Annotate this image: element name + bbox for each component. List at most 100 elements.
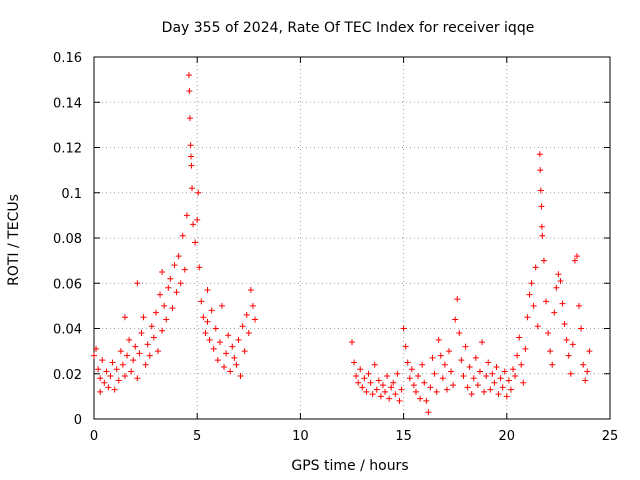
data-point — [462, 343, 469, 350]
data-point — [231, 354, 238, 361]
y-tick-label: 0.06 — [53, 277, 82, 292]
x-tick-label: 15 — [395, 429, 412, 444]
data-point — [121, 314, 128, 321]
data-point — [408, 366, 415, 373]
data-point — [551, 309, 558, 316]
data-point — [580, 361, 587, 368]
data-point — [97, 375, 104, 382]
data-point — [204, 318, 211, 325]
data-point — [450, 382, 457, 389]
data-point — [487, 386, 494, 393]
data-point — [200, 314, 207, 321]
data-point — [115, 377, 122, 384]
data-point — [91, 352, 97, 359]
data-point — [189, 185, 196, 192]
data-point — [406, 375, 413, 382]
data-point — [402, 343, 409, 350]
data-point — [103, 368, 110, 375]
data-point — [417, 395, 424, 402]
data-point — [194, 216, 201, 223]
data-point — [396, 397, 403, 404]
data-point — [537, 187, 544, 194]
data-point — [165, 284, 172, 291]
x-axis: 0 5 10 15 20 25 — [90, 57, 618, 444]
data-point — [195, 189, 202, 196]
data-point — [377, 393, 384, 400]
data-point — [526, 291, 533, 298]
data-point — [497, 375, 504, 382]
data-point — [567, 370, 574, 377]
data-point — [446, 348, 453, 355]
x-tick-label: 20 — [499, 429, 516, 444]
x-tick-label: 10 — [292, 429, 309, 444]
data-point — [423, 397, 430, 404]
data-point — [167, 275, 174, 282]
data-point — [188, 153, 195, 160]
data-point — [159, 268, 166, 275]
data-point — [111, 386, 118, 393]
data-point — [507, 386, 514, 393]
data-point — [454, 296, 461, 303]
data-point — [177, 280, 184, 287]
data-point — [192, 239, 199, 246]
data-point — [150, 334, 157, 341]
y-tick-label: 0.12 — [53, 142, 82, 157]
data-point — [516, 334, 523, 341]
data-point — [443, 386, 450, 393]
data-point — [157, 291, 164, 298]
data-point — [468, 391, 475, 398]
data-point — [159, 327, 166, 334]
data-point — [528, 280, 535, 287]
y-tick-label: 0 — [74, 413, 82, 428]
data-point — [503, 393, 510, 400]
data-point — [421, 379, 428, 386]
data-point — [501, 368, 508, 375]
data-point — [435, 336, 442, 343]
data-point — [97, 388, 104, 395]
chart-title: Day 355 of 2024, Rate Of TEC Index for r… — [162, 20, 535, 36]
data-point — [530, 302, 537, 309]
data-point — [479, 339, 486, 346]
data-point — [509, 366, 516, 373]
data-point — [227, 368, 234, 375]
data-point — [538, 223, 545, 230]
y-axis: 0 0.02 0.04 0.06 0.08 0.1 0.12 0.14 0.16 — [53, 51, 610, 428]
data-point — [109, 359, 116, 366]
data-point — [429, 354, 436, 361]
data-point — [561, 320, 568, 327]
data-point — [485, 359, 492, 366]
data-point — [243, 311, 250, 318]
data-point — [247, 287, 254, 294]
data-point — [543, 298, 550, 305]
data-point — [126, 336, 133, 343]
y-tick-label: 0.04 — [53, 323, 82, 338]
data-point — [101, 379, 108, 386]
plot-frame — [93, 56, 611, 420]
data-point — [154, 348, 161, 355]
data-point — [379, 382, 386, 389]
data-point — [439, 375, 446, 382]
data-point — [553, 284, 560, 291]
y-tick-label: 0.08 — [53, 232, 82, 247]
data-point — [505, 377, 512, 384]
data-point — [93, 345, 100, 352]
data-point — [95, 366, 102, 373]
data-point — [547, 348, 554, 355]
data-point — [99, 357, 106, 364]
data-point — [427, 384, 434, 391]
data-point — [390, 379, 397, 386]
data-point — [188, 162, 195, 169]
data-point — [491, 379, 498, 386]
data-point — [452, 316, 459, 323]
data-point — [518, 361, 525, 368]
data-point — [559, 300, 566, 307]
data-point — [196, 264, 203, 271]
data-point — [382, 388, 389, 395]
data-point — [410, 382, 417, 389]
data-point — [173, 289, 180, 296]
data-point — [124, 352, 131, 359]
data-points — [91, 72, 593, 416]
data-point — [481, 388, 488, 395]
data-point — [433, 388, 440, 395]
data-point — [249, 302, 256, 309]
